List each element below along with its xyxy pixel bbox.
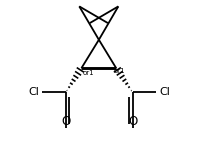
Text: Cl: Cl: [160, 87, 170, 97]
Text: or1: or1: [114, 68, 126, 74]
Text: O: O: [61, 115, 70, 128]
Text: O: O: [128, 115, 137, 128]
Text: or1: or1: [83, 70, 94, 76]
Text: Cl: Cl: [28, 87, 39, 97]
